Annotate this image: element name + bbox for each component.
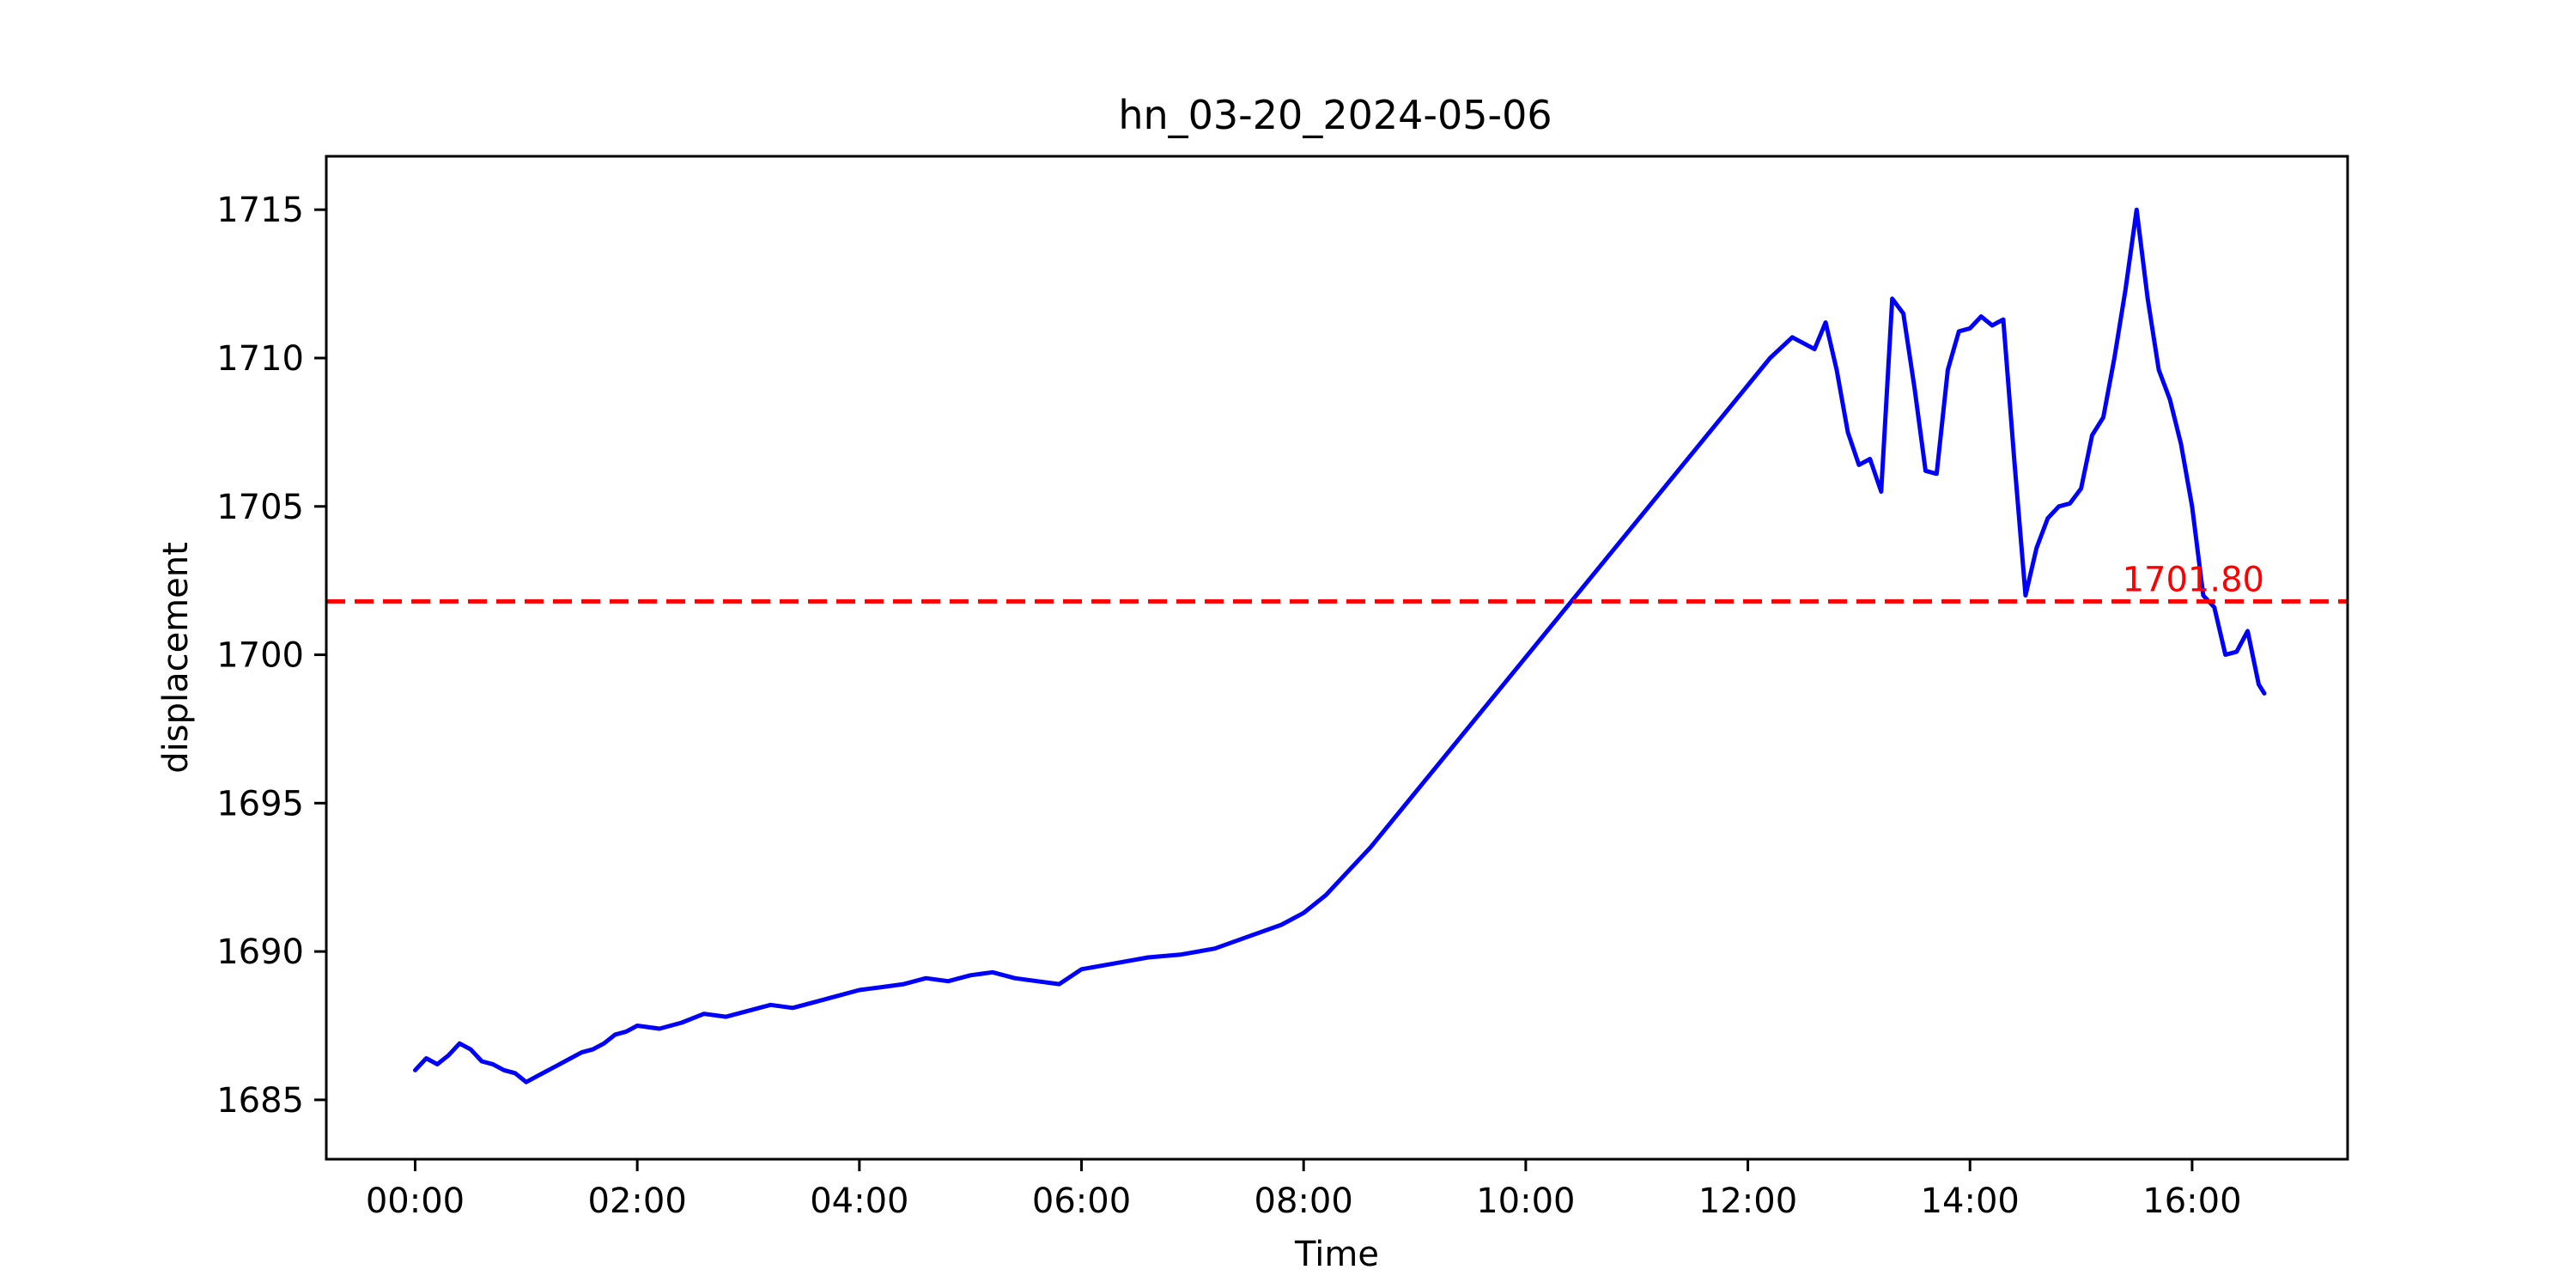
x-tick-label: 16:00 (2142, 1182, 2241, 1221)
x-tick-label: 02:00 (588, 1182, 687, 1221)
y-tick-label: 1715 (216, 191, 304, 230)
x-tick-label: 10:00 (1476, 1182, 1575, 1221)
y-tick-label: 1700 (216, 636, 304, 676)
threshold-label: 1701.80 (2123, 560, 2264, 599)
x-tick-label: 00:00 (366, 1182, 465, 1221)
x-tick-label: 12:00 (1698, 1182, 1797, 1221)
x-tick-label: 04:00 (810, 1182, 908, 1221)
y-tick-label: 1690 (216, 933, 304, 972)
y-tick-label: 1710 (216, 339, 304, 379)
x-tick-label: 08:00 (1255, 1182, 1353, 1221)
y-axis-label: displacement (156, 542, 196, 774)
y-tick-label: 1685 (216, 1081, 304, 1121)
x-tick-label: 14:00 (1921, 1182, 2020, 1221)
x-axis-label: Time (1294, 1235, 1379, 1274)
chart-title: hn_03-20_2024-05-06 (1118, 92, 1552, 138)
y-tick-label: 1695 (216, 784, 304, 823)
x-tick-label: 06:00 (1032, 1182, 1131, 1221)
y-tick-label: 1705 (216, 488, 304, 527)
